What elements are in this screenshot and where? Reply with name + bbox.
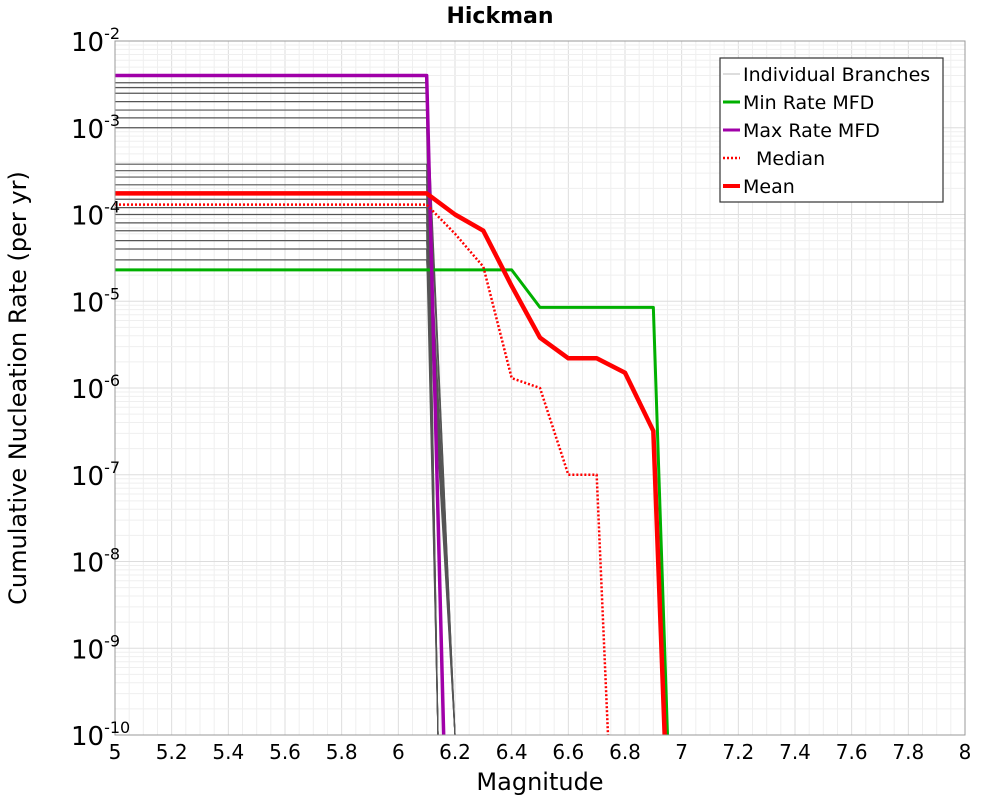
y-tick-label: 10-6: [71, 371, 120, 405]
legend-label-min-rate-mfd: Min Rate MFD: [743, 92, 874, 114]
x-tick-label: 5.6: [269, 740, 301, 764]
y-tick-label: 10-4: [71, 198, 120, 232]
legend-label-mean: Mean: [743, 176, 795, 198]
branch-line: [115, 82, 439, 736]
x-tick-label: 5.4: [212, 740, 244, 764]
x-tick-label: 7.8: [892, 740, 924, 764]
y-axis-label: Cumulative Nucleation Rate (per yr): [4, 171, 32, 605]
y-tick-label: 10-10: [71, 718, 130, 752]
x-axis-label: Magnitude: [476, 768, 603, 796]
branch-line: [115, 248, 439, 736]
x-tick-label: 7: [675, 740, 688, 764]
x-ticks: 5 5.2 5.4 5.6 5.8 6 6.2 6.4 6.6 6.8 7 7.2 7.4 7.6 7.8 8: [109, 740, 972, 764]
x-tick-label: 8: [959, 740, 972, 764]
y-ticks: 10-10 10-9 10-8 10-7 10-6 10-5 10-4 10-3 10-2: [71, 24, 130, 752]
max-rate-mfd-line: [115, 73, 446, 736]
x-tick-label: 7.6: [836, 740, 868, 764]
x-tick-label: 6.4: [496, 740, 528, 764]
branch-line: [115, 259, 456, 736]
plot-frame: [114, 40, 966, 736]
min-rate-mfd-line: [115, 268, 669, 736]
y-tick-label: 10-8: [71, 545, 120, 579]
legend-label-individual-branches: Individual Branches: [743, 64, 930, 86]
x-tick-label: 6.8: [609, 740, 641, 764]
y-tick-label: 10-3: [71, 111, 120, 145]
x-tick-label: 5.8: [326, 740, 358, 764]
x-tick-label: 6.2: [439, 740, 471, 764]
x-tick-label: 5: [109, 740, 122, 764]
x-tick-label: 6: [392, 740, 405, 764]
y-tick-label: 10-9: [71, 631, 120, 665]
x-tick-label: 7.2: [722, 740, 754, 764]
y-tick-label: 10-5: [71, 284, 120, 318]
branch-line: [115, 170, 439, 736]
x-tick-label: 7.4: [779, 740, 811, 764]
mean-line: [115, 191, 667, 736]
legend-box: [719, 57, 944, 203]
median-line: [115, 203, 610, 736]
x-tick-label: 5.2: [156, 740, 188, 764]
y-tick-label: 10-7: [71, 458, 120, 492]
legend-label-max-rate-mfd: Max Rate MFD: [743, 120, 880, 142]
chart-title: Hickman: [446, 4, 553, 29]
legend: Individual Branches Min Rate MFD Max Rate …: [719, 57, 944, 203]
x-tick-label: 6.6: [552, 740, 584, 764]
series-lines: [115, 73, 669, 736]
legend-label-median: Median: [756, 148, 825, 170]
grid: [114, 41, 966, 736]
y-tick-label: 10-2: [71, 24, 120, 58]
branch-line: [115, 198, 439, 736]
